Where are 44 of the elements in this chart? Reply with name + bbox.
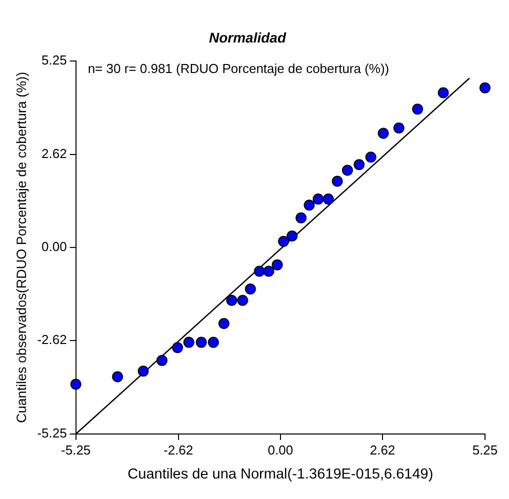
point [312, 194, 324, 205]
point [322, 194, 334, 205]
point [278, 236, 290, 247]
y-tick-label: -5.25 [37, 426, 67, 441]
y-tick-label: -2.62 [37, 332, 67, 348]
point [138, 366, 149, 377]
point [156, 354, 168, 366]
point [183, 336, 194, 348]
y-tick-label: 5.25 [42, 52, 67, 68]
x-axis-title: Cuantiles de una Normal(-1.3619E-015,6.6149) [128, 466, 434, 482]
y-tick-label: 0.00 [42, 238, 67, 254]
point [412, 104, 424, 115]
point [378, 128, 389, 139]
point [208, 336, 219, 348]
x-tick-label: 5.25 [472, 442, 498, 458]
point [254, 266, 265, 277]
point [342, 164, 353, 176]
point [196, 336, 207, 348]
y-axis-title: Cuantiles observados(RDUO Porcentaje de cobertura (%)) [14, 72, 29, 423]
chart-title: Normalidad [208, 29, 286, 46]
point [112, 371, 124, 382]
x-tick-label: -5.25 [61, 442, 91, 458]
point [304, 200, 315, 211]
point [172, 342, 184, 354]
point [332, 176, 343, 187]
point [354, 159, 365, 170]
x-tick-label: -2.62 [164, 442, 194, 458]
point [480, 82, 490, 94]
point [286, 230, 298, 242]
point [70, 378, 82, 390]
point [244, 283, 256, 294]
point [296, 212, 307, 224]
point [365, 152, 376, 163]
point [393, 122, 404, 134]
point [263, 266, 274, 277]
x-tick-label: 0.00 [268, 442, 294, 458]
y-tick-label: 2.62 [42, 146, 67, 161]
point [272, 259, 283, 270]
annotation: n= 30 r= 0.981 (RDUO Porcentaje de cobertura (%)) [88, 60, 390, 76]
point [237, 294, 248, 306]
point [438, 87, 449, 98]
x-tick-label: 2.62 [370, 442, 396, 458]
point [226, 294, 238, 306]
point [218, 318, 230, 329]
